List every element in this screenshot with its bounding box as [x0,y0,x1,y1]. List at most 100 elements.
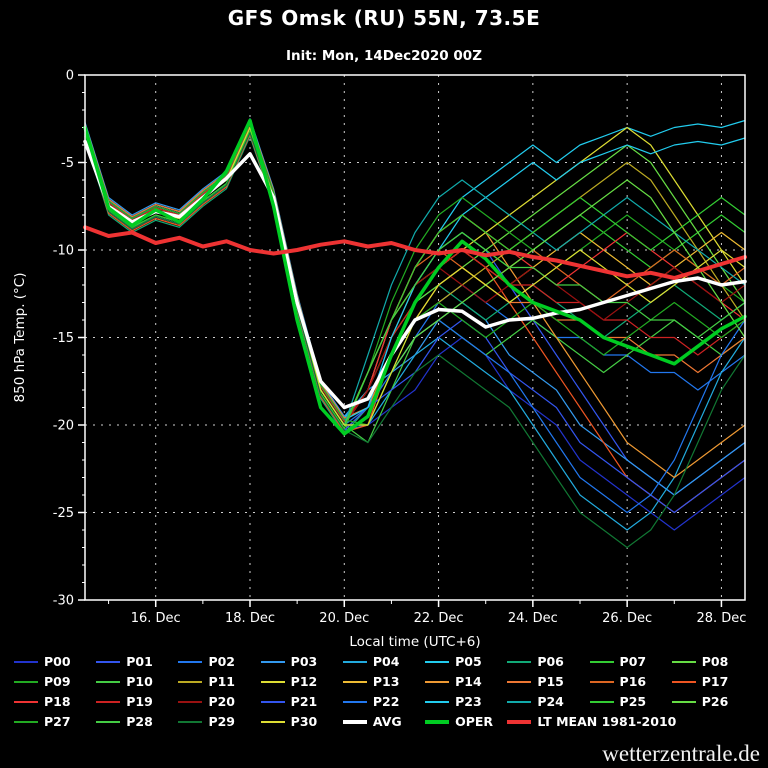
legend-line-swatch [260,700,285,703]
y-axis-label: 850 hPa Temp. (°C) [12,273,28,403]
series-P26 [84,126,746,426]
legend-item-P06: P06 [507,654,589,669]
series-P04 [84,126,746,531]
legend-item-P25: P25 [589,694,672,709]
legend-label: P10 [126,674,153,689]
legend-line-swatch [260,660,285,663]
legend-item-P02: P02 [178,654,260,669]
legend-line-swatch [589,700,614,703]
legend-item-P26: P26 [671,694,754,709]
legend-line-swatch [342,680,367,683]
legend-item-P11: P11 [178,674,260,689]
x-tick-label: 20. Dec [319,611,369,626]
legend: P00 P01 P02 P03 P04 P05 P06 P07 P08 P09 P10 P11 P12 P… [14,654,754,729]
series-P01 [84,121,746,496]
x-tick-label: 24. Dec [508,611,558,626]
legend-line-swatch [14,680,38,683]
y-tick-label: 0 [66,69,74,84]
legend-item-P10: P10 [96,674,178,689]
watermark: wetterzentrale.de [602,741,760,766]
legend-label: P26 [701,694,729,709]
series-P24 [84,126,746,426]
x-tick-label: 16. Dec [131,611,181,626]
legend-line-swatch [342,700,367,703]
series-P28 [84,126,746,426]
series-P30 [84,126,746,426]
legend-label: P22 [372,694,400,709]
y-tick-label: -20 [53,419,74,434]
series-AVG [83,139,747,410]
legend-item-P09: P09 [14,674,96,689]
legend-line-swatch [260,680,285,683]
legend-item-P29: P29 [178,714,260,729]
forecast-plot: 0 -5 -10 -15 -20 -25 -30 16. Dec 18. Dec 20. Dec 2… [12,69,747,650]
legend-label: P21 [290,694,318,709]
legend-item-P17: P17 [671,674,754,689]
legend-line-swatch [425,680,450,683]
legend-item-P23: P23 [425,694,507,709]
legend-item-P04: P04 [342,654,425,669]
legend-line-swatch [507,680,532,683]
legend-line-swatch [14,660,38,663]
legend-item-P18: P18 [14,694,96,709]
legend-line-swatch [507,719,532,724]
init-subtitle: Init: Mon, 14Dec2020 00Z [286,48,482,64]
series-P13 [84,132,746,431]
legend-label: P11 [208,674,235,689]
y-tick-label: -5 [61,156,74,171]
legend-label: OPER [455,714,494,729]
legend-line-swatch [96,700,121,703]
legend-item-AVG: AVG [342,714,425,729]
legend-label: P01 [126,654,153,669]
series-P18 [84,126,746,426]
legend-item-P07: P07 [589,654,672,669]
legend-line-swatch [507,660,532,663]
y-tick-label: -10 [53,244,74,259]
legend-item-P15: P15 [507,674,589,689]
legend-line-swatch [671,680,696,683]
legend-label: P03 [290,654,318,669]
legend-line-swatch [96,680,121,683]
legend-label: P12 [290,674,318,689]
legend-item-P05: P05 [425,654,507,669]
legend-label: P07 [619,654,647,669]
legend-line-swatch [178,680,203,683]
legend-label: P23 [455,694,482,709]
legend-label: P25 [619,694,647,709]
legend-line-swatch [178,720,203,723]
legend-item-LT-MEAN-1981-2010: LT MEAN 1981-2010 [507,714,754,729]
legend-label: P08 [701,654,729,669]
legend-label: P17 [701,674,729,689]
legend-item-OPER: OPER [425,714,507,729]
legend-line-swatch [342,719,367,724]
series-P09 [84,130,746,430]
legend-line-swatch [425,719,450,724]
legend-item-P27: P27 [14,714,96,729]
legend-line-swatch [589,660,614,663]
series-P16 [84,126,746,426]
legend-label: P30 [290,714,318,729]
legend-label: P29 [208,714,235,729]
legend-label: P05 [455,654,482,669]
legend-label: P09 [44,674,71,689]
legend-item-P01: P01 [96,654,178,669]
x-tick-label: 28. Dec [696,611,746,626]
series-P03 [84,118,746,496]
legend-line-swatch [14,700,38,703]
legend-line-swatch [342,660,367,663]
legend-label: P19 [126,694,153,709]
legend-item-P03: P03 [260,654,343,669]
legend-label: AVG [372,714,402,729]
series-P20 [84,126,746,426]
legend-item-P13: P13 [342,674,425,689]
legend-label: P04 [372,654,400,669]
legend-item-P16: P16 [589,674,672,689]
y-tick-label: -25 [53,506,74,521]
legend-item-P00: P00 [14,654,96,669]
series-LT-MEAN-1981-2010 [83,225,747,280]
legend-line-swatch [178,660,203,663]
legend-item-P08: P08 [671,654,754,669]
series-P07 [84,126,746,426]
legend-item-P19: P19 [96,694,178,709]
